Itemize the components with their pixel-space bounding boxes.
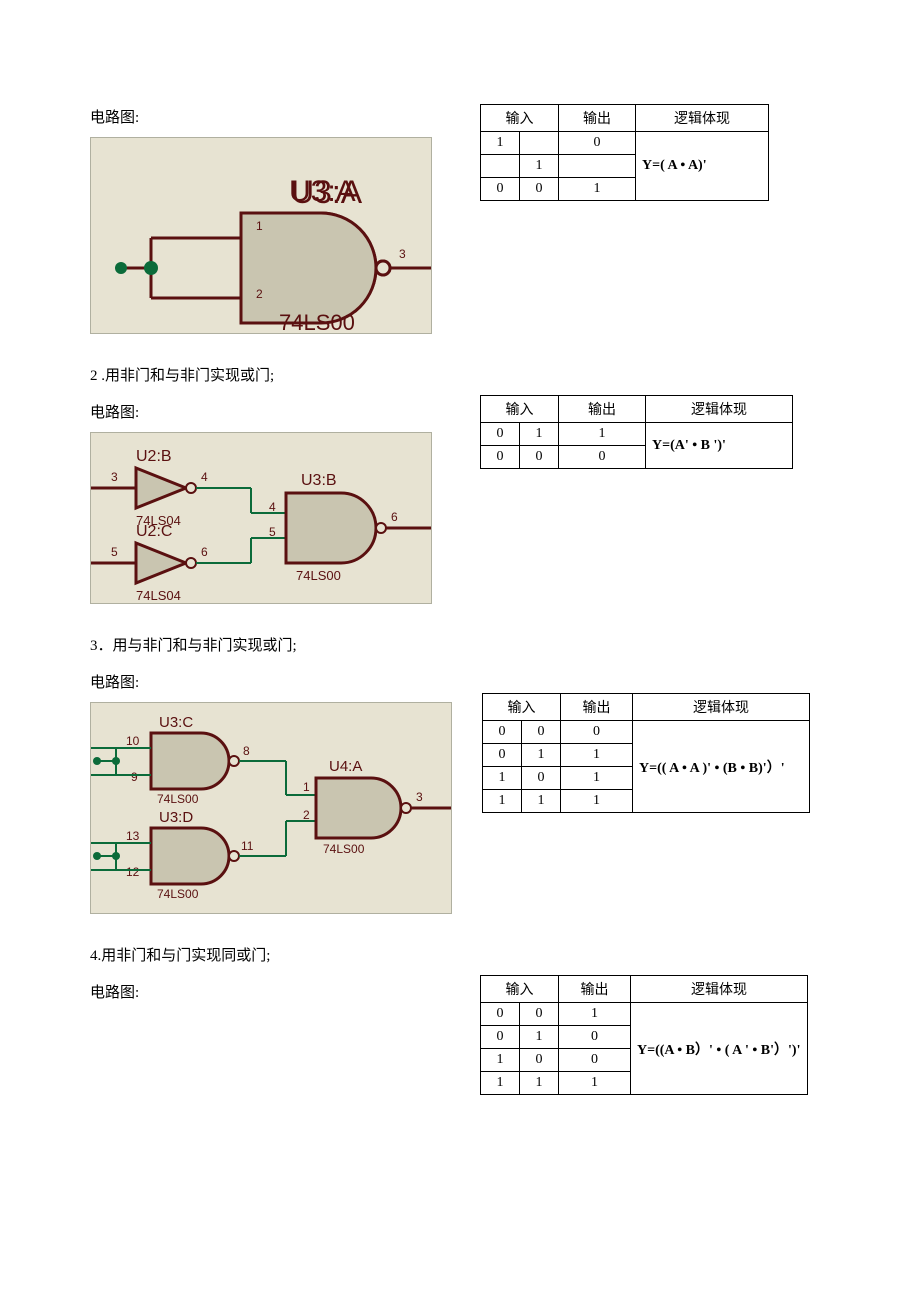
title-2: 2 .用非门和与非门实现或门; bbox=[90, 364, 830, 385]
svg-text:U2:C: U2:C bbox=[136, 523, 172, 540]
svg-text:2: 2 bbox=[256, 287, 263, 301]
svg-text:5: 5 bbox=[269, 525, 276, 539]
circuit-2: U2:B 74LS04 3 4 U2:C 74LS04 5 bbox=[90, 432, 432, 604]
title-3: 3．用与非门和与非门实现或门; bbox=[90, 634, 830, 655]
svg-text:12: 12 bbox=[126, 865, 140, 879]
title-4: 4.用非门和与门实现同或门; bbox=[90, 944, 830, 965]
svg-text:8: 8 bbox=[243, 744, 250, 758]
truth-table-3: 输入 输出 逻辑体现 0 0 0 Y=(( A • A )' • (B • B)… bbox=[482, 693, 810, 813]
svg-text:4: 4 bbox=[201, 470, 208, 484]
svg-text:3: 3 bbox=[416, 790, 423, 804]
svg-text:U2:B: U2:B bbox=[136, 448, 172, 465]
svg-text:2: 2 bbox=[303, 808, 310, 822]
svg-text:6: 6 bbox=[391, 510, 398, 524]
section-3: 3．用与非门和与非门实现或门; 电路图: U3:C 74LS00 10 9 8 bbox=[90, 634, 830, 914]
caption-4: 电路图: bbox=[90, 981, 450, 1002]
svg-text:U4:A: U4:A bbox=[329, 758, 362, 775]
circuit-3: U3:C 74LS00 10 9 8 U3:D bbox=[90, 702, 452, 914]
section-2: 2 .用非门和与非门实现或门; 电路图: U2:B 74LS04 3 4 bbox=[90, 364, 830, 604]
section-1: 电路图: U3:A 74LS00 74LS00 U3:A bbox=[90, 100, 830, 334]
svg-text:74LS00: 74LS00 bbox=[323, 842, 365, 856]
svg-text:3: 3 bbox=[111, 470, 118, 484]
svg-text:6: 6 bbox=[201, 545, 208, 559]
section-4: 4.用非门和与门实现同或门; 电路图: 输入 输出 逻辑体现 0 0 1 Y=( bbox=[90, 944, 830, 1095]
page: 电路图: U3:A 74LS00 74LS00 U3:A bbox=[0, 0, 920, 1165]
svg-text:1: 1 bbox=[256, 219, 263, 233]
caption-1: 电路图: bbox=[90, 106, 450, 127]
svg-text:U3:C: U3:C bbox=[159, 714, 193, 731]
svg-text:10: 10 bbox=[126, 734, 140, 748]
svg-text:3: 3 bbox=[399, 247, 406, 261]
svg-text:1: 1 bbox=[303, 780, 310, 794]
svg-text:U3:B: U3:B bbox=[301, 472, 337, 489]
svg-text:11: 11 bbox=[241, 839, 254, 853]
truth-table-4: 输入 输出 逻辑体现 0 0 1 Y=((A • B）' • ( A ' • B… bbox=[480, 975, 808, 1095]
svg-text:74LS00: 74LS00 bbox=[296, 568, 341, 583]
caption-2: 电路图: bbox=[90, 401, 450, 422]
circuit-1: U3:A 74LS00 74LS00 U3:A 1 2 3 bbox=[90, 137, 432, 334]
truth-table-1: 输入 输出 逻辑体现 1 0 Y=( A • A)' 1 bbox=[480, 104, 769, 201]
svg-text:74LS00: 74LS00 bbox=[157, 887, 199, 901]
svg-text:74LS00: 74LS00 bbox=[279, 310, 355, 333]
svg-text:5: 5 bbox=[111, 545, 118, 559]
svg-text:U3:A: U3:A bbox=[289, 175, 356, 208]
caption-3: 电路图: bbox=[90, 671, 452, 692]
svg-text:U3:D: U3:D bbox=[159, 809, 193, 826]
svg-text:74LS00: 74LS00 bbox=[157, 792, 199, 806]
svg-text:4: 4 bbox=[269, 500, 276, 514]
svg-text:74LS04: 74LS04 bbox=[136, 588, 181, 603]
truth-table-2: 输入 输出 逻辑体现 0 1 1 Y=(A' • B ')' 0 0 0 bbox=[480, 395, 793, 469]
svg-text:9: 9 bbox=[131, 770, 138, 784]
svg-text:13: 13 bbox=[126, 829, 140, 843]
